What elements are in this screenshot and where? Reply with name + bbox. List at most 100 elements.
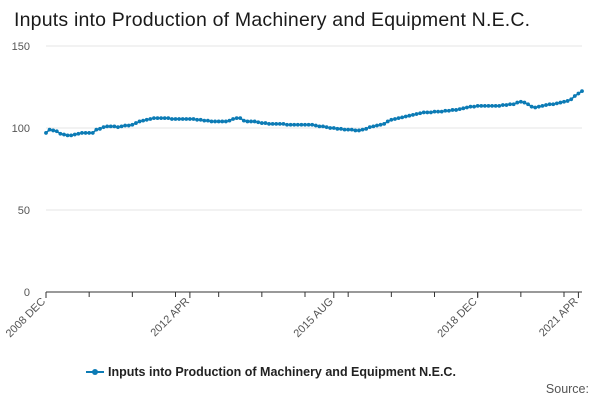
data-point[interactable] bbox=[536, 104, 541, 109]
data-point[interactable] bbox=[245, 119, 250, 124]
data-point[interactable] bbox=[403, 114, 408, 119]
data-point[interactable] bbox=[472, 104, 476, 109]
data-point[interactable] bbox=[418, 111, 423, 116]
data-point[interactable] bbox=[504, 103, 509, 107]
data-point[interactable] bbox=[425, 110, 430, 115]
data-point[interactable] bbox=[429, 110, 433, 115]
data-point[interactable] bbox=[346, 127, 351, 132]
data-point[interactable] bbox=[572, 94, 577, 98]
data-point[interactable] bbox=[558, 100, 563, 105]
data-point[interactable] bbox=[522, 100, 527, 105]
data-point[interactable] bbox=[198, 117, 203, 122]
data-point[interactable] bbox=[479, 103, 484, 108]
data-point[interactable] bbox=[324, 125, 329, 130]
data-point[interactable] bbox=[44, 131, 48, 135]
data-point[interactable] bbox=[515, 100, 520, 105]
data-point[interactable] bbox=[576, 91, 581, 96]
data-point[interactable] bbox=[367, 125, 372, 130]
data-point[interactable] bbox=[231, 117, 235, 121]
data-point[interactable] bbox=[112, 124, 117, 129]
data-point[interactable] bbox=[389, 117, 394, 122]
data-point[interactable] bbox=[439, 109, 444, 114]
data-point[interactable] bbox=[313, 123, 318, 128]
data-point[interactable] bbox=[65, 133, 70, 138]
data-point[interactable] bbox=[270, 122, 275, 126]
data-point[interactable] bbox=[353, 128, 358, 133]
data-point[interactable] bbox=[152, 116, 156, 121]
data-point[interactable] bbox=[227, 118, 232, 123]
data-point[interactable] bbox=[105, 124, 110, 129]
data-point[interactable] bbox=[464, 105, 469, 110]
data-point[interactable] bbox=[285, 122, 289, 127]
data-point[interactable] bbox=[62, 132, 66, 137]
data-point[interactable] bbox=[436, 109, 441, 114]
data-point[interactable] bbox=[385, 119, 390, 124]
data-point[interactable] bbox=[562, 99, 566, 104]
data-point[interactable] bbox=[508, 102, 512, 107]
data-point[interactable] bbox=[580, 89, 584, 93]
data-point[interactable] bbox=[454, 108, 458, 112]
data-point[interactable] bbox=[299, 122, 304, 127]
data-point[interactable] bbox=[90, 131, 95, 135]
data-point[interactable] bbox=[321, 124, 325, 129]
data-point[interactable] bbox=[162, 116, 167, 121]
data-point[interactable] bbox=[396, 116, 401, 121]
data-point[interactable] bbox=[378, 122, 383, 127]
data-point[interactable] bbox=[126, 123, 131, 128]
data-point[interactable] bbox=[166, 116, 171, 121]
data-point[interactable] bbox=[371, 124, 376, 129]
data-point[interactable] bbox=[468, 104, 473, 109]
data-point[interactable] bbox=[238, 116, 243, 121]
data-point[interactable] bbox=[500, 103, 505, 107]
data-point[interactable] bbox=[281, 122, 286, 126]
data-point[interactable] bbox=[259, 121, 264, 125]
data-point[interactable] bbox=[295, 122, 300, 127]
data-point[interactable] bbox=[554, 101, 559, 106]
data-point[interactable] bbox=[58, 131, 63, 136]
data-point[interactable] bbox=[339, 126, 343, 131]
data-point[interactable] bbox=[400, 115, 405, 120]
data-point[interactable] bbox=[443, 108, 448, 113]
data-point[interactable] bbox=[119, 124, 124, 129]
data-point[interactable] bbox=[191, 117, 196, 121]
data-point[interactable] bbox=[432, 109, 437, 114]
data-point[interactable] bbox=[490, 103, 494, 108]
data-point[interactable] bbox=[108, 124, 113, 129]
data-point[interactable] bbox=[407, 113, 412, 118]
data-point[interactable] bbox=[382, 122, 387, 126]
data-point[interactable] bbox=[364, 126, 369, 131]
data-point[interactable] bbox=[177, 117, 182, 121]
data-point[interactable] bbox=[450, 108, 455, 112]
data-point[interactable] bbox=[475, 103, 480, 108]
data-point[interactable] bbox=[256, 120, 261, 125]
data-point[interactable] bbox=[529, 104, 534, 109]
data-point[interactable] bbox=[241, 118, 246, 123]
data-point[interactable] bbox=[457, 107, 462, 112]
data-point[interactable] bbox=[277, 122, 282, 126]
data-point[interactable] bbox=[137, 119, 142, 124]
data-point[interactable] bbox=[184, 117, 189, 121]
data-point[interactable] bbox=[511, 102, 516, 107]
data-point[interactable] bbox=[328, 126, 333, 130]
data-point[interactable] bbox=[540, 103, 545, 108]
data-point[interactable] bbox=[263, 121, 268, 125]
data-point[interactable] bbox=[551, 102, 556, 107]
data-point[interactable] bbox=[421, 110, 426, 115]
data-point[interactable] bbox=[170, 117, 174, 121]
data-point[interactable] bbox=[292, 122, 297, 127]
data-point[interactable] bbox=[202, 118, 207, 123]
data-point[interactable] bbox=[101, 125, 106, 130]
data-point[interactable] bbox=[274, 122, 279, 126]
data-point[interactable] bbox=[155, 116, 160, 121]
data-point[interactable] bbox=[47, 127, 52, 132]
data-point[interactable] bbox=[51, 128, 56, 133]
data-point[interactable] bbox=[134, 121, 138, 125]
data-point[interactable] bbox=[349, 127, 354, 132]
data-point[interactable] bbox=[94, 127, 99, 132]
data-point[interactable] bbox=[335, 126, 340, 131]
data-point[interactable] bbox=[526, 102, 530, 107]
data-point[interactable] bbox=[447, 108, 451, 113]
data-point[interactable] bbox=[331, 126, 336, 130]
data-point[interactable] bbox=[54, 129, 59, 134]
data-point[interactable] bbox=[76, 131, 81, 136]
